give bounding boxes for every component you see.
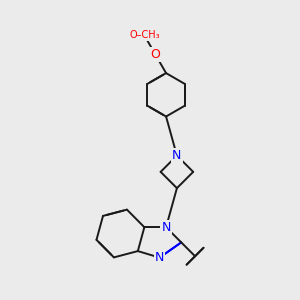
Text: N: N (172, 149, 182, 162)
Text: O: O (150, 48, 160, 61)
Text: N: N (161, 221, 171, 234)
Text: N: N (155, 251, 164, 264)
Text: O–CH₃: O–CH₃ (129, 30, 160, 40)
